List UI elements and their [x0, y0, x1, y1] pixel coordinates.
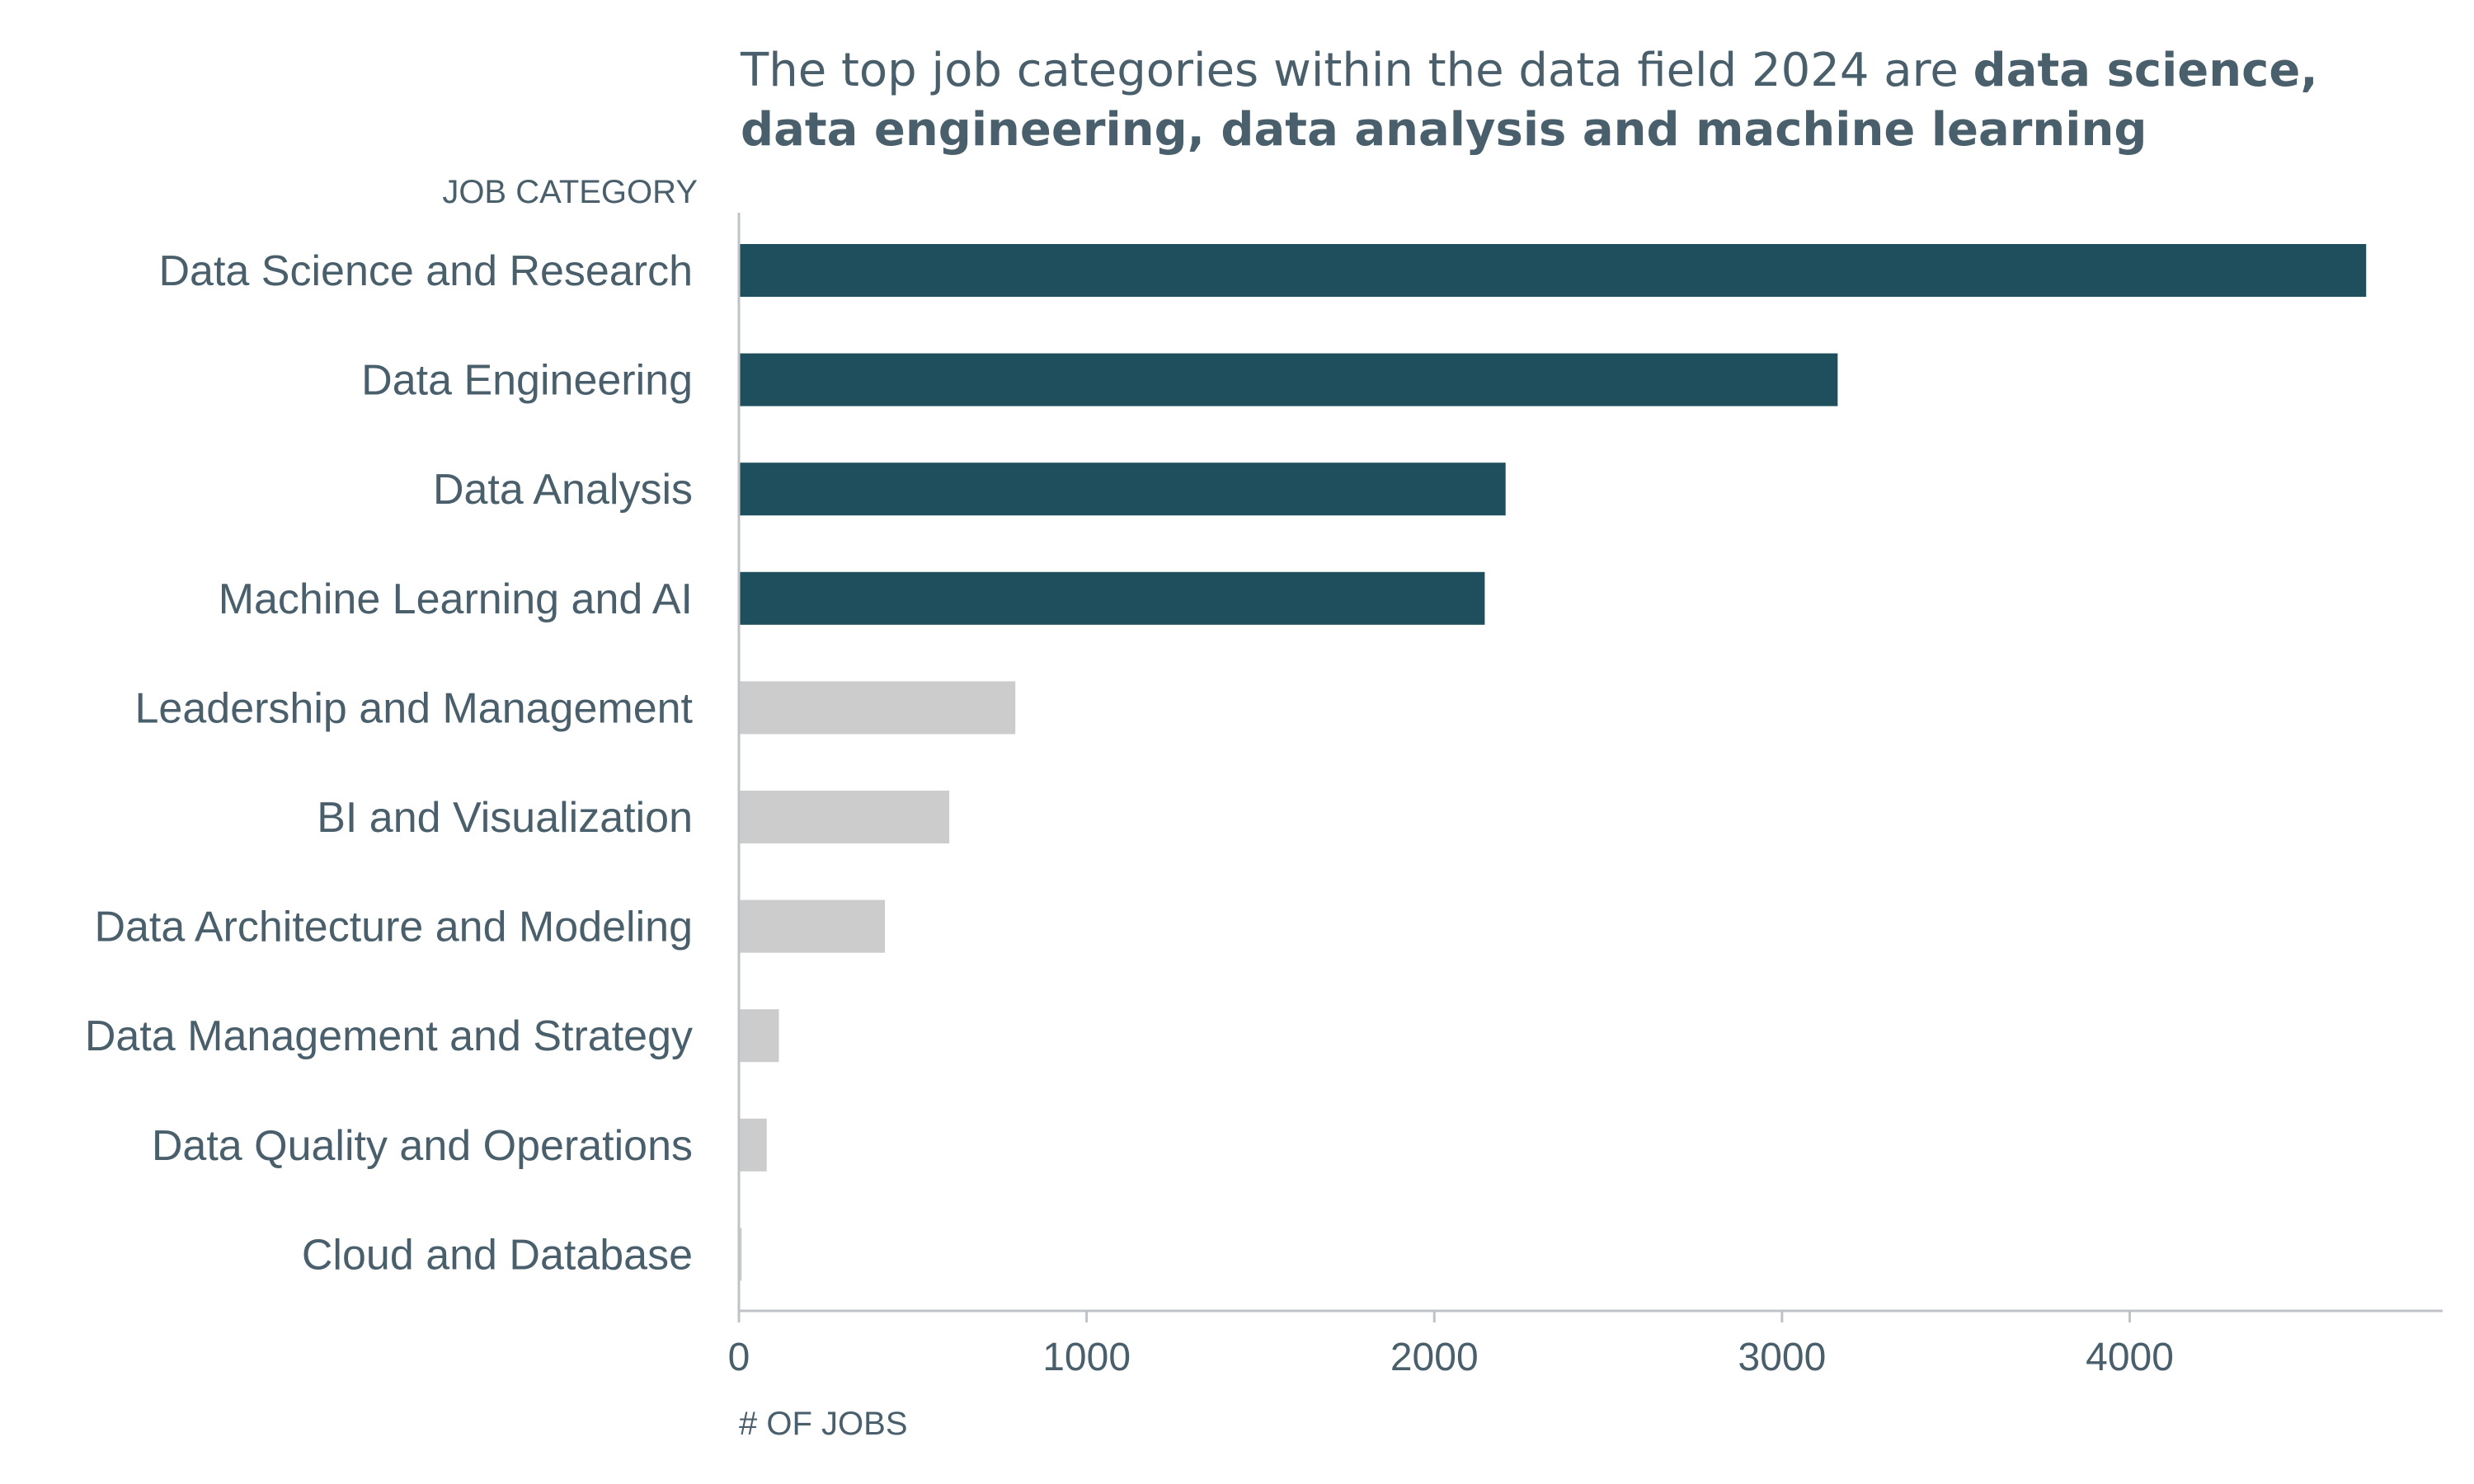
x-ticks-group: 0 1000 2000 3000 4000 — [728, 1311, 2174, 1379]
category-label-data-analysis: Data Analysis — [433, 466, 693, 514]
bar-data-quality-and-operations — [739, 1118, 767, 1172]
bar-data-science-and-research — [739, 244, 2367, 297]
bar-leadership-and-management — [739, 681, 1016, 735]
bar-data-architecture-and-modeling — [739, 899, 886, 953]
category-label-data-science-and-research: Data Science and Research — [159, 247, 694, 295]
category-label-leadership-and-management: Leadership and Management — [135, 684, 694, 732]
category-label-machine-learning-and-ai: Machine Learning and AI — [219, 575, 693, 623]
category-label-data-quality-and-operations: Data Quality and Operations — [152, 1122, 693, 1170]
bar-machine-learning-and-ai — [739, 571, 1485, 625]
bar-data-analysis — [739, 463, 1506, 516]
bar-data-management-and-strategy — [739, 1009, 779, 1063]
category-label-data-engineering: Data Engineering — [361, 357, 693, 405]
category-label-data-management-and-strategy: Data Management and Strategy — [85, 1012, 693, 1060]
y-axis-title: JOB CATEGORY — [442, 174, 698, 210]
x-axis-title: # OF JOBS — [739, 1406, 908, 1442]
category-label-cloud-and-database: Cloud and Database — [302, 1231, 693, 1279]
bar-cloud-and-database — [739, 1228, 742, 1281]
x-tick-label-4000: 4000 — [2086, 1336, 2174, 1379]
category-label-bi-and-visualization: BI and Visualization — [317, 794, 693, 842]
x-tick-label-3000: 3000 — [1738, 1336, 1827, 1379]
category-label-data-architecture-and-modeling: Data Architecture and Modeling — [94, 904, 693, 951]
x-tick-label-0: 0 — [728, 1336, 750, 1379]
chart-title: The top job categories within the data f… — [741, 41, 2431, 160]
bar-bi-and-visualization — [739, 791, 950, 843]
chart-title-emphasis: data science, data engineering, data ana… — [741, 44, 2318, 157]
category-labels-group: Data Science and Research Data Engineerin… — [85, 247, 694, 1279]
x-tick-label-2000: 2000 — [1390, 1336, 1479, 1379]
bars-group — [739, 244, 2367, 1281]
x-tick-label-1000: 1000 — [1042, 1336, 1131, 1379]
chart-title-prefix: The top job categories within the data f… — [741, 44, 1973, 97]
bar-data-engineering — [739, 353, 1838, 406]
